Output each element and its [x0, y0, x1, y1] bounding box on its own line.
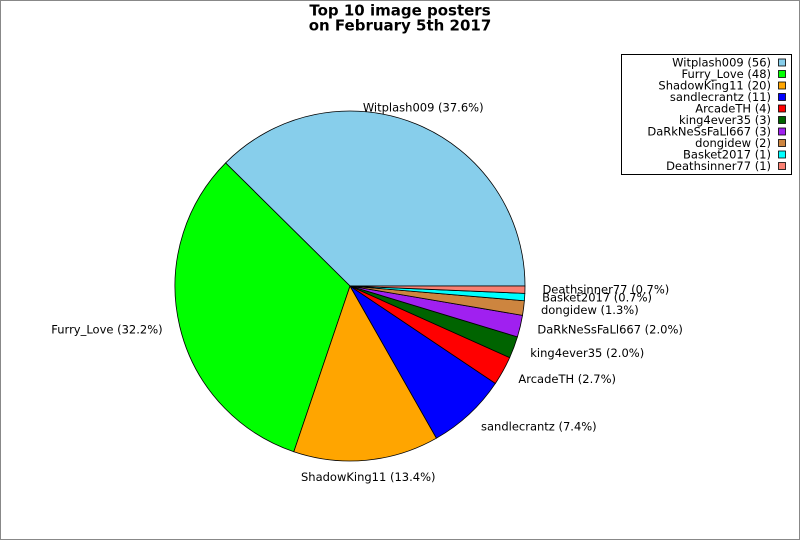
- slice-label: Basket2017 (0.7%): [542, 291, 652, 305]
- legend-swatch: [778, 93, 786, 101]
- legend-label: DaRkNeSsFaLl667 (3): [647, 125, 771, 139]
- legend-swatch: [778, 127, 786, 136]
- slice-label: DaRkNeSsFaLl667 (2.0%): [537, 323, 683, 337]
- slice-label: dongidew (1.3%): [541, 303, 639, 317]
- pie-slice: [225, 110, 526, 287]
- legend-swatch: [778, 150, 786, 159]
- slice-label: ShadowKing11 (13.4%): [301, 470, 436, 484]
- pie-slice: [293, 285, 437, 462]
- slice-label: Witplash009 (37.6%): [363, 100, 484, 114]
- pie-slice: [174, 162, 351, 453]
- slice-label: Furry_Love (32.2%): [51, 323, 162, 337]
- legend-label: ShadowKing11 (20): [658, 79, 771, 93]
- legend-label: Basket2017 (1): [683, 148, 771, 162]
- legend-box: [621, 54, 792, 175]
- slice-label: sandlecrantz (7.4%): [481, 420, 597, 434]
- pie-slice: [349, 285, 526, 294]
- legend-swatch: [778, 104, 786, 113]
- legend-label: ArcadeTH (4): [695, 102, 771, 116]
- slice-label: ArcadeTH (2.7%): [518, 372, 616, 386]
- legend-swatch: [778, 81, 786, 90]
- legend-label: Furry_Love (48): [682, 67, 771, 81]
- legend-label: sandlecrantz (11): [670, 90, 771, 104]
- legend-label: Deathsinner77 (1): [666, 159, 771, 173]
- legend-label: king4ever35 (3): [679, 113, 771, 127]
- legend-swatch: [778, 139, 786, 147]
- chart-title: Top 10 image posters: [309, 2, 490, 20]
- legend-label: dongidew (2): [695, 136, 771, 150]
- legend-swatch: [778, 162, 786, 170]
- legend-swatch: [778, 70, 786, 78]
- slice-label: Deathsinner77 (0.7%): [542, 283, 669, 297]
- slice-label: king4ever35 (2.0%): [530, 346, 644, 360]
- legend-swatch: [778, 58, 786, 67]
- chart-title: on February 5th 2017: [309, 17, 492, 35]
- legend-label: Witplash009 (56): [672, 56, 771, 70]
- legend-swatch: [778, 116, 786, 124]
